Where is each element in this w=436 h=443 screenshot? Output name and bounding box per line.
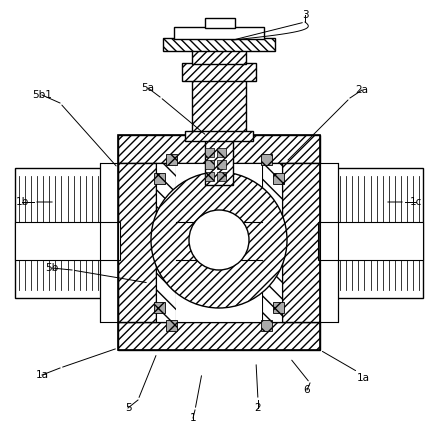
Bar xyxy=(205,148,214,157)
Text: 1a: 1a xyxy=(35,370,48,380)
Bar xyxy=(182,63,256,81)
Bar xyxy=(118,322,320,350)
Circle shape xyxy=(189,210,249,270)
Text: 5b: 5b xyxy=(45,263,58,273)
Text: 1a: 1a xyxy=(357,373,369,383)
Bar xyxy=(118,135,320,350)
Text: 5a: 5a xyxy=(142,83,154,93)
Bar xyxy=(217,160,226,169)
Bar xyxy=(192,80,246,136)
Bar xyxy=(205,160,214,169)
Bar xyxy=(282,163,320,322)
Bar xyxy=(192,50,246,64)
Bar xyxy=(166,320,177,331)
Bar xyxy=(185,131,253,141)
Bar xyxy=(262,163,282,322)
Bar xyxy=(318,222,423,260)
Bar xyxy=(217,148,226,157)
Bar xyxy=(15,168,120,298)
Bar xyxy=(166,154,177,165)
Bar xyxy=(205,18,235,28)
Circle shape xyxy=(151,172,287,308)
Bar xyxy=(100,163,118,322)
Bar xyxy=(205,135,233,185)
Bar xyxy=(261,320,272,331)
Text: 2: 2 xyxy=(255,403,261,413)
Text: 5: 5 xyxy=(125,403,131,413)
Bar xyxy=(273,302,284,313)
Bar xyxy=(154,302,165,313)
Text: 1: 1 xyxy=(190,413,196,423)
Bar xyxy=(163,38,275,51)
Bar xyxy=(205,172,214,181)
Bar xyxy=(156,163,176,322)
Text: 6: 6 xyxy=(304,385,310,395)
Text: 5b1: 5b1 xyxy=(32,90,52,100)
Bar xyxy=(176,163,262,322)
Bar xyxy=(154,173,165,184)
Bar xyxy=(320,163,338,322)
Bar xyxy=(15,222,120,260)
Bar xyxy=(318,168,423,298)
Text: 3: 3 xyxy=(302,10,308,20)
Bar xyxy=(118,135,320,163)
Bar xyxy=(261,154,272,165)
Text: 1b: 1b xyxy=(15,197,29,207)
Bar xyxy=(273,173,284,184)
Bar xyxy=(118,163,156,322)
Text: 2a: 2a xyxy=(355,85,368,95)
Bar xyxy=(217,172,226,181)
Bar xyxy=(174,27,264,39)
Text: 1c: 1c xyxy=(410,197,422,207)
